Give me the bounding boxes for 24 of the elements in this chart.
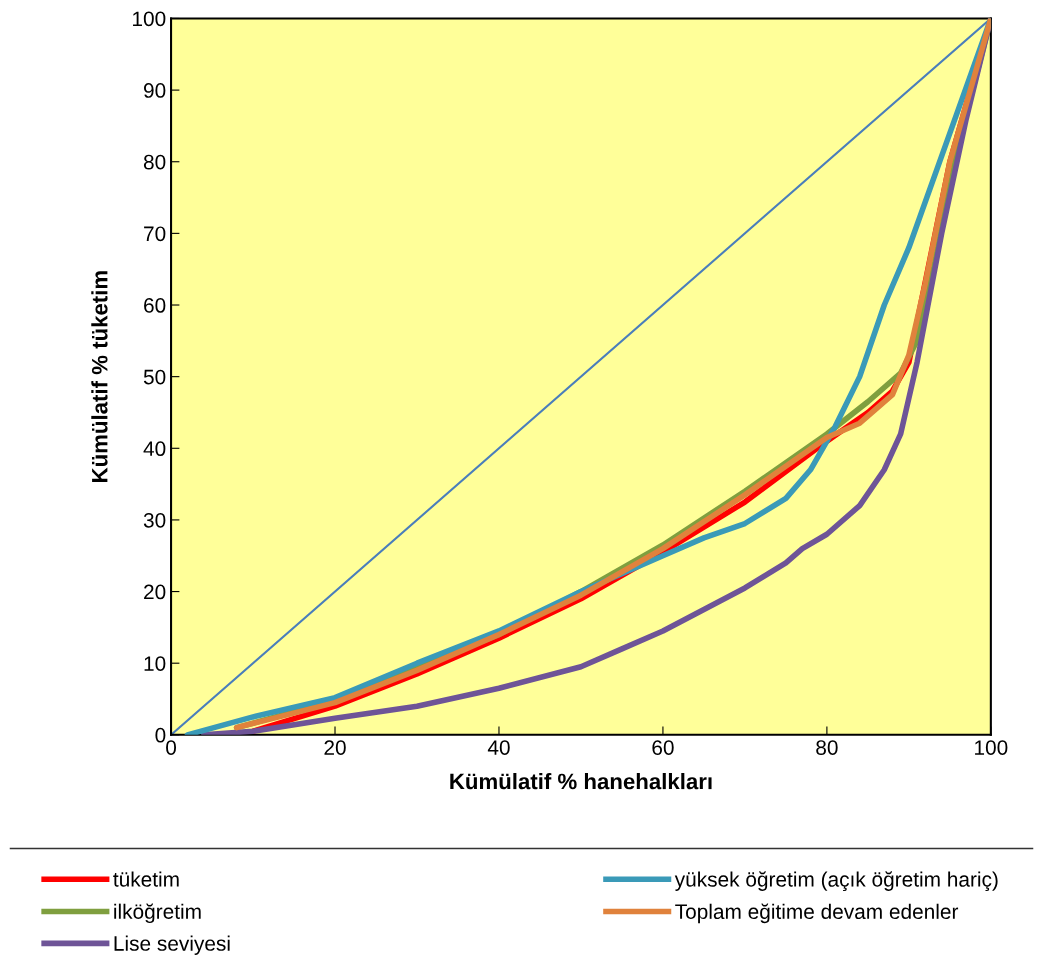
y-tick-label: 90 xyxy=(144,83,166,98)
legend-label: ilköğretim xyxy=(114,903,201,924)
y-tick-label: 10 xyxy=(144,656,166,671)
y-axis-title: Kümülatif % tüketim xyxy=(91,271,108,482)
y-tick-label: 100 xyxy=(133,11,166,27)
x-tick-label: 0 xyxy=(166,740,177,755)
y-tick-label: 40 xyxy=(143,441,166,457)
legend-label: Lise seviyesi xyxy=(114,935,230,955)
x-tick-label: 40 xyxy=(487,740,510,755)
legend-label: tüketim xyxy=(113,871,179,887)
y-tick-label: 60 xyxy=(144,298,166,313)
y-tick-label: 50 xyxy=(143,369,166,385)
x-axis-title: Kümülatif % hanehalkları xyxy=(450,773,712,790)
x-tick-label: 20 xyxy=(324,740,346,755)
y-tick-label: 30 xyxy=(143,512,166,528)
y-tick-label: 70 xyxy=(144,226,166,242)
x-tick-label: 60 xyxy=(652,740,674,755)
x-tick-label: 100 xyxy=(975,740,1008,755)
legend-label: yüksek öğretim (açık öğretim hariç) xyxy=(674,871,998,891)
y-tick-label: 0 xyxy=(155,727,166,743)
y-tick-label: 80 xyxy=(143,154,166,170)
x-tick-label: 80 xyxy=(816,740,838,755)
y-tick-label: 20 xyxy=(144,584,166,600)
legend-label: Toplam eğitime devam edenler xyxy=(675,903,959,924)
